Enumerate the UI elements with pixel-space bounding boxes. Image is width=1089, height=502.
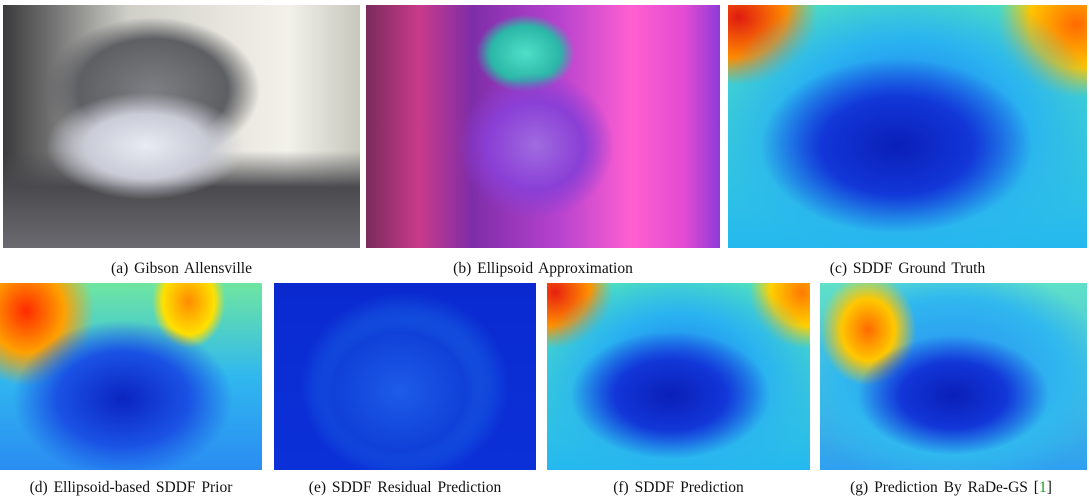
label: (b) [453, 260, 472, 277]
caption-text: SDDF Ground Truth [852, 260, 986, 277]
caption: (e) SDDF Residual Prediction [268, 479, 542, 497]
label: (d) [29, 479, 48, 496]
citation-bracket: [ [1033, 479, 1039, 496]
label: (f) [613, 479, 629, 496]
label: (a) [111, 260, 129, 277]
label: (g) [850, 479, 869, 496]
sddf-prior-image [0, 283, 262, 470]
sddf-residual-image [274, 283, 536, 470]
caption: (d) Ellipsoid-based SDDF Prior [0, 479, 262, 497]
caption: (f) SDDF Prediction [547, 479, 810, 497]
sddf-ground-truth-image [728, 5, 1087, 248]
citation-link[interactable]: 1 [1038, 479, 1047, 496]
sddf-prediction-image [547, 283, 810, 470]
caption-text: SDDF Prediction [634, 479, 744, 496]
caption-text: Prediction By RaDe-GS [874, 479, 1028, 496]
caption: (g) Prediction By RaDe-GS [1] [815, 479, 1087, 497]
caption: (a) Gibson Allensville [3, 260, 360, 278]
caption: (b) Ellipsoid Approximation [366, 260, 720, 278]
rade-gs-image [820, 283, 1087, 470]
caption-text: Ellipsoid Approximation [477, 260, 633, 277]
citation-bracket: ] [1046, 479, 1052, 496]
rgb-render [3, 5, 360, 248]
caption-text: SDDF Residual Prediction [331, 479, 502, 496]
label: (e) [308, 479, 326, 496]
label: (c) [829, 260, 847, 277]
ellipsoid-render [366, 5, 720, 248]
caption-text: Gibson Allensville [134, 260, 252, 277]
caption-text: Ellipsoid-based SDDF Prior [53, 479, 233, 496]
caption: (c) SDDF Ground Truth [728, 260, 1087, 278]
